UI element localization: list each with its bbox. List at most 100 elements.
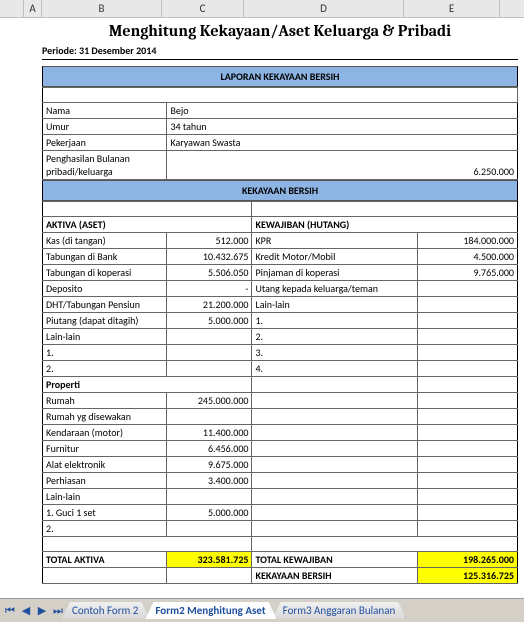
cell[interactable]: Kendaraan (motor) bbox=[43, 425, 167, 441]
aktiva-header[interactable]: AKTIVA (ASET) bbox=[43, 217, 252, 233]
cell[interactable] bbox=[252, 409, 418, 425]
cell[interactable] bbox=[167, 329, 252, 345]
cell[interactable] bbox=[418, 345, 518, 361]
col-B[interactable]: B bbox=[42, 0, 162, 17]
cell[interactable] bbox=[252, 489, 418, 505]
cell[interactable]: 34 tahun bbox=[167, 119, 518, 135]
info-table: NamaBejo Umur34 tahun PekerjaanKaryawan … bbox=[42, 87, 518, 180]
cell[interactable]: 3. bbox=[252, 345, 418, 361]
col-D[interactable]: D bbox=[244, 0, 404, 17]
col-A[interactable]: A bbox=[24, 0, 42, 17]
cell[interactable]: Kas (di tangan) bbox=[43, 233, 167, 249]
cell[interactable]: KPR bbox=[252, 233, 418, 249]
cell[interactable]: 11.400.000 bbox=[167, 425, 252, 441]
cell[interactable]: 2. bbox=[43, 521, 167, 537]
cell[interactable]: Perhiasan bbox=[43, 473, 167, 489]
kekayaan-bersih-label[interactable]: KEKAYAAN BERSIH bbox=[252, 568, 418, 584]
cell[interactable]: 21.200.000 bbox=[167, 297, 252, 313]
cell[interactable]: Umur bbox=[43, 119, 167, 135]
cell[interactable] bbox=[418, 297, 518, 313]
cell[interactable]: 9.765.000 bbox=[418, 265, 518, 281]
cell[interactable]: Nama bbox=[43, 103, 167, 119]
cell[interactable]: 245.000.000 bbox=[167, 393, 252, 409]
cell[interactable]: 1. bbox=[252, 313, 418, 329]
cell[interactable]: Alat elektronik bbox=[43, 457, 167, 473]
cell[interactable] bbox=[418, 313, 518, 329]
cell[interactable]: Lain-lain bbox=[43, 489, 167, 505]
cell[interactable]: 4. bbox=[252, 361, 418, 377]
cell[interactable] bbox=[252, 521, 418, 537]
cell[interactable] bbox=[418, 409, 518, 425]
cell[interactable] bbox=[252, 441, 418, 457]
kekayaan-bersih-value[interactable]: 125.316.725 bbox=[418, 568, 518, 584]
cell[interactable] bbox=[418, 473, 518, 489]
cell[interactable] bbox=[418, 489, 518, 505]
properti-header[interactable]: Properti bbox=[43, 377, 252, 393]
cell[interactable]: Lain-lain bbox=[43, 329, 167, 345]
cell[interactable] bbox=[252, 473, 418, 489]
cell[interactable]: Bejo bbox=[167, 103, 518, 119]
cell[interactable]: 6.456.000 bbox=[167, 441, 252, 457]
cell[interactable]: 5.000.000 bbox=[167, 505, 252, 521]
cell[interactable] bbox=[167, 345, 252, 361]
cell[interactable] bbox=[167, 521, 252, 537]
cell[interactable]: Tabungan di koperasi bbox=[43, 265, 167, 281]
kewajiban-header[interactable]: KEWAJIBAN (HUTANG) bbox=[252, 217, 518, 233]
col-E[interactable]: E bbox=[404, 0, 500, 17]
cell[interactable]: 2. bbox=[43, 361, 167, 377]
cell[interactable]: 5.506.050 bbox=[167, 265, 252, 281]
cell[interactable]: Rumah bbox=[43, 393, 167, 409]
cell[interactable] bbox=[252, 505, 418, 521]
cell[interactable]: 6.250.000 bbox=[167, 151, 518, 180]
cell[interactable]: 512.000 bbox=[167, 233, 252, 249]
cell[interactable]: 184.000.000 bbox=[418, 233, 518, 249]
cell[interactable] bbox=[418, 329, 518, 345]
cell[interactable]: 3.400.000 bbox=[167, 473, 252, 489]
cell[interactable]: Piutang (dapat ditagih) bbox=[43, 313, 167, 329]
cell[interactable] bbox=[167, 409, 252, 425]
cell[interactable]: 10.432.675 bbox=[167, 249, 252, 265]
cell[interactable] bbox=[167, 489, 252, 505]
cell[interactable] bbox=[252, 457, 418, 473]
cell[interactable] bbox=[418, 521, 518, 537]
page-title: Menghitung Kekayaan/Aset Keluarga & Prib… bbox=[42, 18, 518, 42]
cell[interactable] bbox=[252, 393, 418, 409]
tab-nav-first-icon[interactable]: ⏮ bbox=[2, 603, 18, 619]
cell[interactable] bbox=[418, 457, 518, 473]
cell[interactable]: 4.500.000 bbox=[418, 249, 518, 265]
tab-contoh-form-2[interactable]: Contoh Form 2 bbox=[62, 602, 149, 619]
cell[interactable]: Pinjaman di koperasi bbox=[252, 265, 418, 281]
tab-form2-menghitung-aset[interactable]: Form2 Menghitung Aset bbox=[145, 602, 276, 619]
cell[interactable]: Utang kepada keluarga/teman bbox=[252, 281, 418, 297]
cell[interactable] bbox=[418, 361, 518, 377]
select-all-corner[interactable] bbox=[0, 0, 24, 17]
worksheet-area[interactable]: Menghitung Kekayaan/Aset Keluarga & Prib… bbox=[0, 18, 524, 598]
cell[interactable] bbox=[418, 425, 518, 441]
tab-nav-prev-icon[interactable]: ◀ bbox=[18, 603, 34, 619]
cell[interactable]: DHT/Tabungan Pensiun bbox=[43, 297, 167, 313]
tab-form3-anggaran-bulanan[interactable]: Form3 Anggaran Bulanan bbox=[273, 602, 407, 619]
cell[interactable]: Pekerjaan bbox=[43, 135, 167, 151]
cell[interactable] bbox=[167, 361, 252, 377]
cell[interactable] bbox=[418, 505, 518, 521]
cell[interactable]: Rumah yg disewakan bbox=[43, 409, 167, 425]
cell[interactable]: Penghasilan Bulanan pribadi/keluarga bbox=[43, 151, 167, 180]
cell[interactable]: 1. bbox=[43, 345, 167, 361]
cell[interactable] bbox=[252, 425, 418, 441]
cell[interactable]: Furnitur bbox=[43, 441, 167, 457]
cell[interactable]: Lain-lain bbox=[252, 297, 418, 313]
col-C[interactable]: C bbox=[162, 0, 244, 17]
cell[interactable]: Kredit Motor/Mobil bbox=[252, 249, 418, 265]
cell[interactable]: Deposito bbox=[43, 281, 167, 297]
tab-nav-next-icon[interactable]: ▶ bbox=[34, 603, 50, 619]
cell[interactable]: - bbox=[167, 281, 252, 297]
cell[interactable]: 2. bbox=[252, 329, 418, 345]
cell[interactable] bbox=[418, 441, 518, 457]
cell[interactable] bbox=[418, 281, 518, 297]
cell[interactable]: 1. Guci 1 set bbox=[43, 505, 167, 521]
cell[interactable]: 5.000.000 bbox=[167, 313, 252, 329]
cell[interactable] bbox=[418, 393, 518, 409]
cell[interactable]: 9.675.000 bbox=[167, 457, 252, 473]
cell[interactable]: Tabungan di Bank bbox=[43, 249, 167, 265]
cell[interactable]: Karyawan Swasta bbox=[167, 135, 518, 151]
